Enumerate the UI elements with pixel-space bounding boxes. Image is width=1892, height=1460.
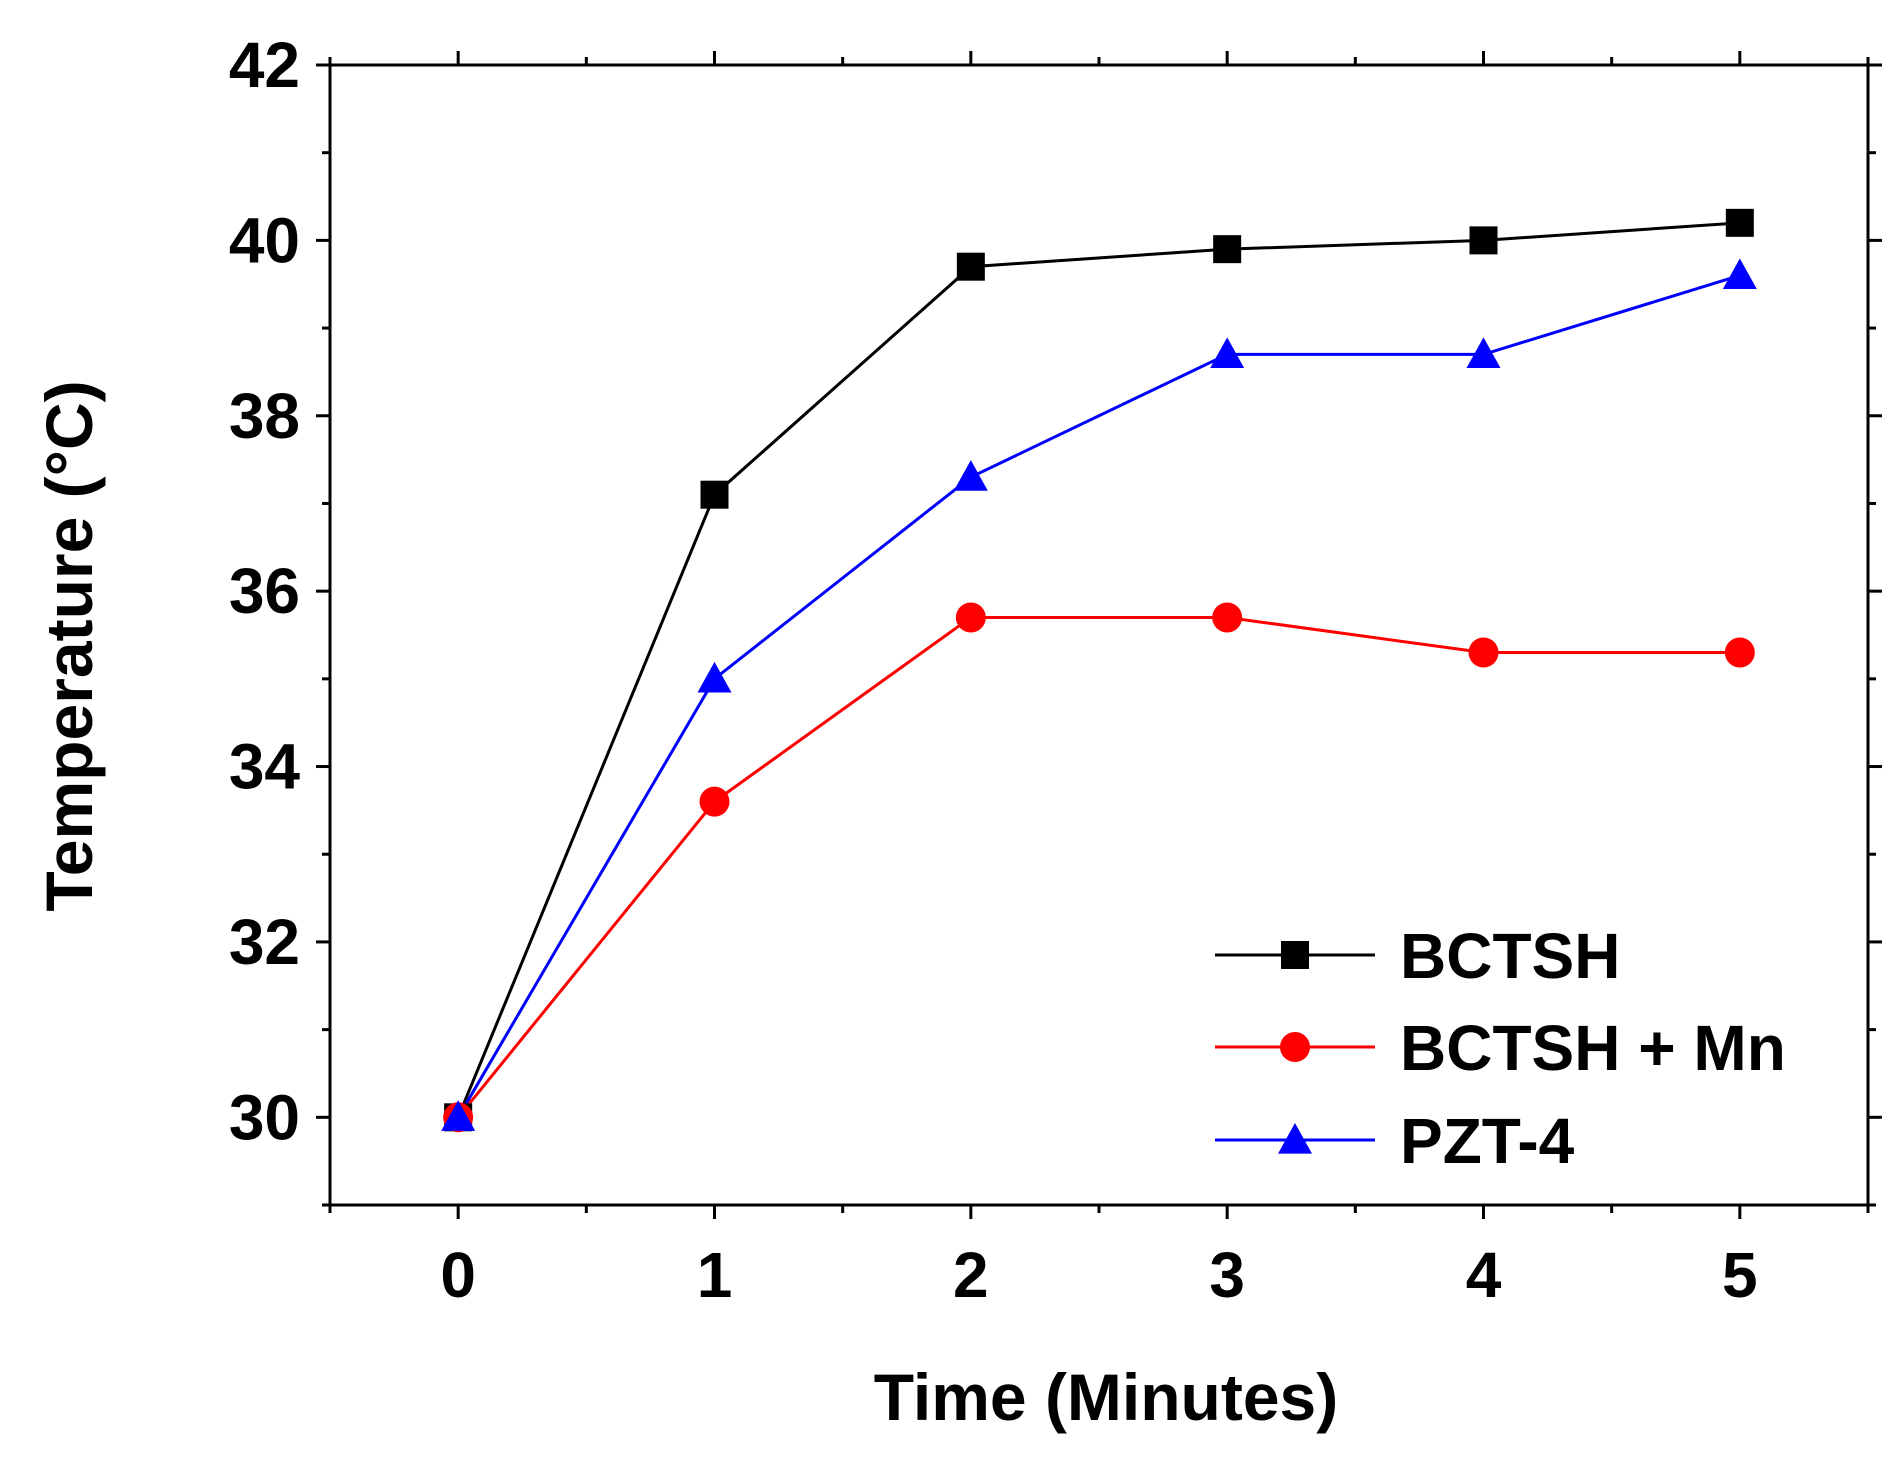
data-point-bctsh-mn bbox=[955, 602, 986, 633]
y-tick-label: 30 bbox=[229, 1081, 300, 1153]
series-line-pzt-4 bbox=[456, 274, 1741, 1119]
data-point-pzt-4 bbox=[953, 460, 988, 491]
data-point-pzt-4 bbox=[1210, 337, 1245, 368]
series bbox=[441, 208, 1757, 1133]
x-tick-label: 4 bbox=[1466, 1239, 1502, 1311]
y-tick-label: 32 bbox=[229, 906, 300, 978]
legend: BCTSH BCTSH + Mn PZT-4 bbox=[1215, 920, 1786, 1177]
legend-marker-bctsh-mn bbox=[1280, 1032, 1310, 1062]
data-point-pzt-4 bbox=[1722, 258, 1757, 290]
legend-marker-bctsh bbox=[1281, 941, 1309, 969]
y-tick-label: 34 bbox=[229, 731, 301, 803]
x-tick-label: 1 bbox=[697, 1239, 733, 1311]
x-tick-label: 2 bbox=[953, 1239, 989, 1311]
data-point-pzt-4 bbox=[1466, 337, 1501, 368]
data-point-bctsh bbox=[1469, 226, 1498, 255]
data-point-bctsh bbox=[1725, 208, 1754, 237]
data-point-bctsh-mn bbox=[1468, 637, 1499, 668]
data-point-bctsh-mn bbox=[1724, 637, 1755, 668]
y-tick-label: 40 bbox=[229, 204, 300, 276]
legend-marker-pzt-4 bbox=[1278, 1123, 1312, 1154]
series-line-bctsh bbox=[456, 221, 1740, 1118]
legend-label-bctsh: BCTSH bbox=[1400, 920, 1620, 992]
data-point-bctsh bbox=[956, 252, 985, 281]
x-tick-label: 5 bbox=[1722, 1239, 1758, 1311]
data-point-bctsh-mn bbox=[699, 786, 730, 817]
y-tick-label: 36 bbox=[229, 555, 300, 627]
y-tick-label: 38 bbox=[229, 380, 300, 452]
data-point-bctsh bbox=[700, 480, 729, 509]
x-tick-label: 3 bbox=[1209, 1239, 1245, 1311]
data-point-pzt-4 bbox=[441, 1100, 476, 1131]
y-tick-label: 42 bbox=[229, 29, 300, 101]
data-point-pzt-4 bbox=[697, 661, 732, 693]
data-point-bctsh bbox=[1213, 235, 1242, 264]
legend-label-pzt-4: PZT-4 bbox=[1400, 1105, 1575, 1177]
x-axis-title: Time (Minutes) bbox=[874, 1360, 1338, 1434]
x-tick-label: 0 bbox=[440, 1239, 476, 1311]
series-line-bctsh-mn bbox=[457, 615, 1740, 1119]
y-axis-title: Temperature (°C) bbox=[32, 380, 106, 911]
data-point-bctsh-mn bbox=[1212, 602, 1243, 633]
legend-label-bctsh-mn: BCTSH + Mn bbox=[1400, 1012, 1786, 1084]
